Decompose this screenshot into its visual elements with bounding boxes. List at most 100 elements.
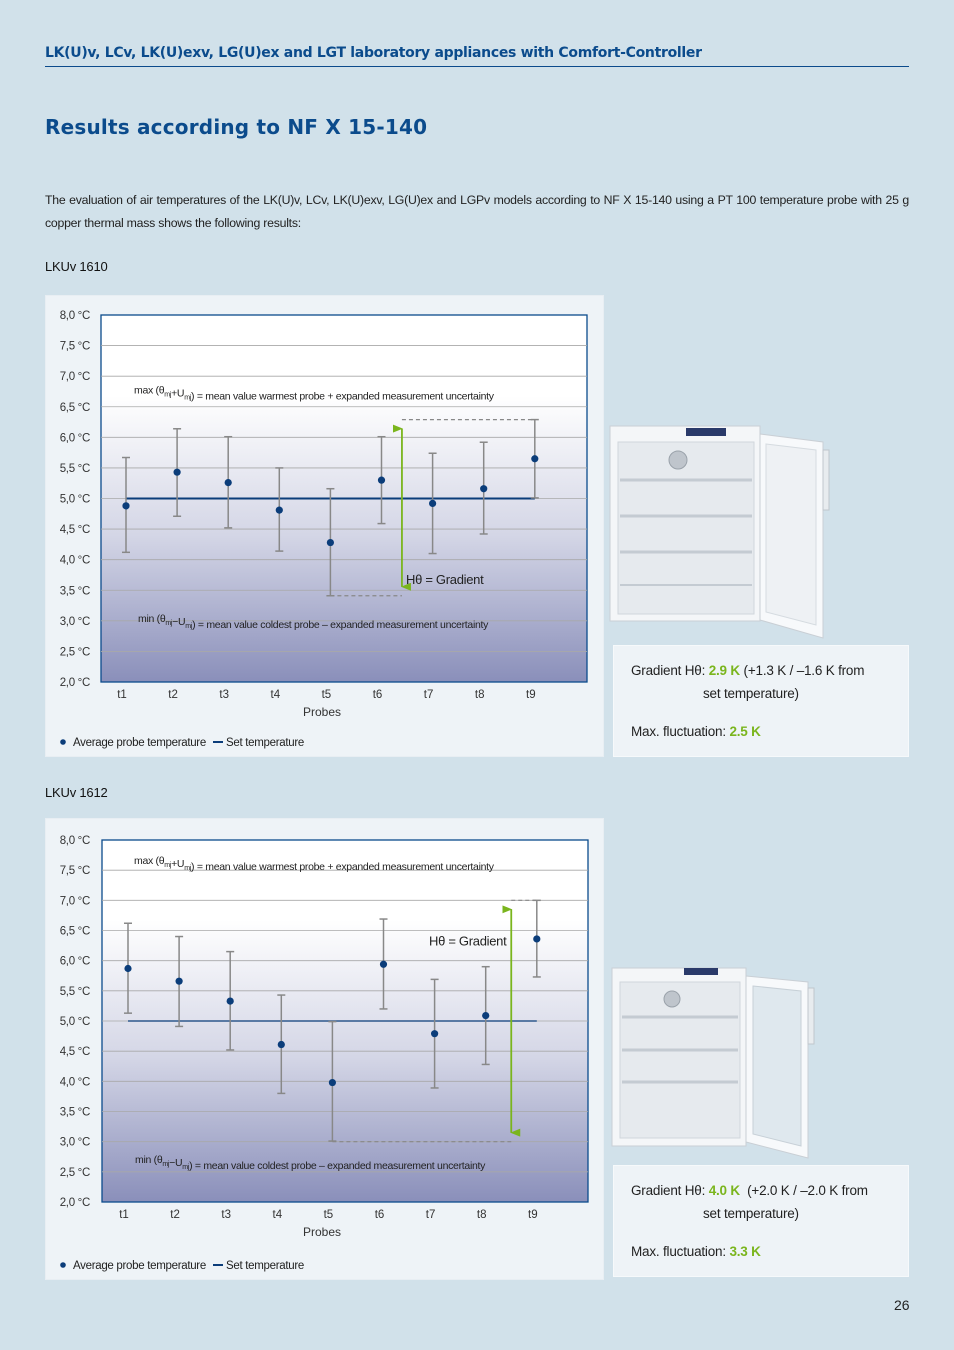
data-point-t9 [531,455,539,463]
model-label-1: LKUv 1610 [45,259,108,274]
max-annotation: max (θmj+Umj) = mean value warmest probe… [134,384,495,402]
legend-points-label: Average probe temperature [73,1260,206,1272]
section-title: Results according to NF X 15-140 [45,115,428,139]
data-point-t6 [377,476,386,484]
running-header: LK(U)v, LCv, LK(U)exv, LG(U)ex and LGT l… [45,45,909,67]
x-tick-label: t2 [168,689,178,701]
y-tick-label: 5,5 °C [60,986,90,998]
gradient-detail-2: set temperature) [703,686,799,701]
y-tick-label: 2,5 °C [60,646,90,658]
x-tick-label: t9 [528,1209,538,1221]
y-tick-label: 5,0 °C [60,494,90,506]
y-tick-label: 3,5 °C [60,585,90,597]
model-label-2: LKUv 1612 [45,785,108,800]
x-axis-title: Probes [303,1225,341,1239]
x-tick-label: t4 [273,1209,283,1221]
data-point-t1 [122,502,130,510]
y-tick-label: 6,5 °C [60,926,90,938]
chart-lkuv-1610: 8,0 °C 7,5 °C 7,0 °C 6,5 °C 6,0 °C 5,5 °C 5,0 … [60,310,588,749]
x-tick-label: t3 [221,1209,231,1221]
y-tick-label: 7,0 °C [60,371,90,383]
y-tick-label: 3,0 °C [60,1137,90,1149]
min-annotation: min (θmj−Umj) = mean value coldest probe… [135,1154,486,1172]
x-tick-label: t1 [117,689,127,701]
legend-line-label: Set temperature [226,1260,304,1272]
y-tick-label: 4,5 °C [60,1046,90,1058]
fluctuation-value: 2.5 K [729,724,761,739]
data-point-t3 [224,478,232,487]
y-tick-label: 7,0 °C [60,895,90,907]
data-point-t8 [482,1011,490,1020]
gradient-detail: (+1.3 K / –1.6 K from [739,663,865,678]
gradient-label: Gradient Hθ: [631,663,709,678]
x-tick-label: t7 [426,1209,436,1221]
intro-paragraph: The evaluation of air temperatures of th… [45,193,909,230]
results-box-1: Gradient Hθ: 2.9 K (+1.3 K / –1.6 K from… [613,645,909,757]
chart-lkuv-1612: 8,0 °C 7,5 °C 7,0 °C 6,5 °C 6,0 °C 5,5 °C 5,0 … [60,835,589,1272]
x-tick-label: t9 [526,689,536,701]
y-tick-label: 7,5 °C [60,865,90,877]
x-tick-label: t2 [170,1209,180,1221]
gradient-value: 4.0 K [708,1183,740,1198]
min-annotation: min (θmj−Umj) = mean value coldest probe… [138,613,489,631]
data-point-t5 [326,538,334,547]
x-axis-title: Probes [303,705,341,719]
y-tick-label: 2,0 °C [60,677,90,689]
fridge-image-lkuv-1612 [611,967,815,1159]
y-tick-label: 5,5 °C [60,463,90,475]
y-tick-label: 3,5 °C [60,1107,90,1119]
legend-point-icon [60,739,66,745]
max-annotation: max (θmj+Umj) = mean value warmest probe… [134,855,495,873]
y-tick-label: 2,0 °C [60,1197,90,1209]
y-tick-label: 6,0 °C [60,432,90,444]
data-point-t9 [533,935,541,943]
data-point-t2 [175,977,183,985]
y-tick-label: 3,0 °C [60,616,90,628]
x-tick-label: t7 [424,689,434,701]
gradient-label: Hθ = Gradient [406,572,484,587]
chart-panel-1: 8,0 °C 7,5 °C 7,0 °C 6,5 °C 6,0 °C 5,5 °C 5,0 … [45,295,604,757]
page-number: 26 [894,1297,910,1313]
chart-panel-2: 8,0 °C 7,5 °C 7,0 °C 6,5 °C 6,0 °C 5,5 °C 5,0 … [45,818,604,1280]
y-tick-label: 8,0 °C [60,310,90,322]
fluctuation-label: Max. fluctuation: [631,1244,730,1259]
x-tick-label: t6 [375,1209,385,1221]
data-point-t4 [275,506,283,514]
fridge-image-lkuv-1610 [609,425,830,639]
gradient-detail-2: set temperature) [703,1206,799,1221]
y-tick-label: 8,0 °C [60,835,90,847]
y-tick-label: 5,0 °C [60,1016,90,1028]
legend-line-label: Set temperature [226,737,304,749]
fluctuation-value: 3.3 K [729,1244,761,1259]
x-tick-label: t3 [219,689,229,701]
data-point-t5 [328,1078,336,1087]
data-point-t2 [173,468,181,476]
data-point-t1 [124,964,132,973]
y-tick-label: 6,0 °C [60,956,90,968]
y-tick-label: 6,5 °C [60,402,90,414]
gradient-label: Gradient Hθ: [631,1183,709,1198]
y-tick-label: 7,5 °C [60,341,90,353]
data-point-t3 [226,997,234,1005]
fluctuation-label: Max. fluctuation: [631,724,730,739]
x-tick-label: t4 [271,689,281,701]
gradient-value: 2.9 K [708,663,740,678]
gradient-detail: (+2.0 K / –2.0 K from [739,1183,868,1198]
data-point-t4 [277,1040,285,1049]
data-point-t8 [480,485,488,493]
data-point-t6 [379,960,388,968]
x-tick-label: t5 [324,1209,334,1221]
x-tick-label: t6 [373,689,383,701]
y-tick-label: 4,5 °C [60,524,90,536]
legend-point-icon [60,1262,66,1268]
x-tick-label: t8 [477,1209,487,1221]
y-tick-label: 2,5 °C [60,1167,90,1179]
results-box-2: Gradient Hθ: 4.0 K (+2.0 K / –2.0 K from… [613,1165,909,1277]
x-tick-label: t5 [322,689,332,701]
data-point-t7 [431,1030,439,1038]
y-tick-label: 4,0 °C [60,555,90,567]
x-tick-label: t8 [475,689,485,701]
data-point-t7 [429,499,437,507]
legend-points-label: Average probe temperature [73,737,206,749]
